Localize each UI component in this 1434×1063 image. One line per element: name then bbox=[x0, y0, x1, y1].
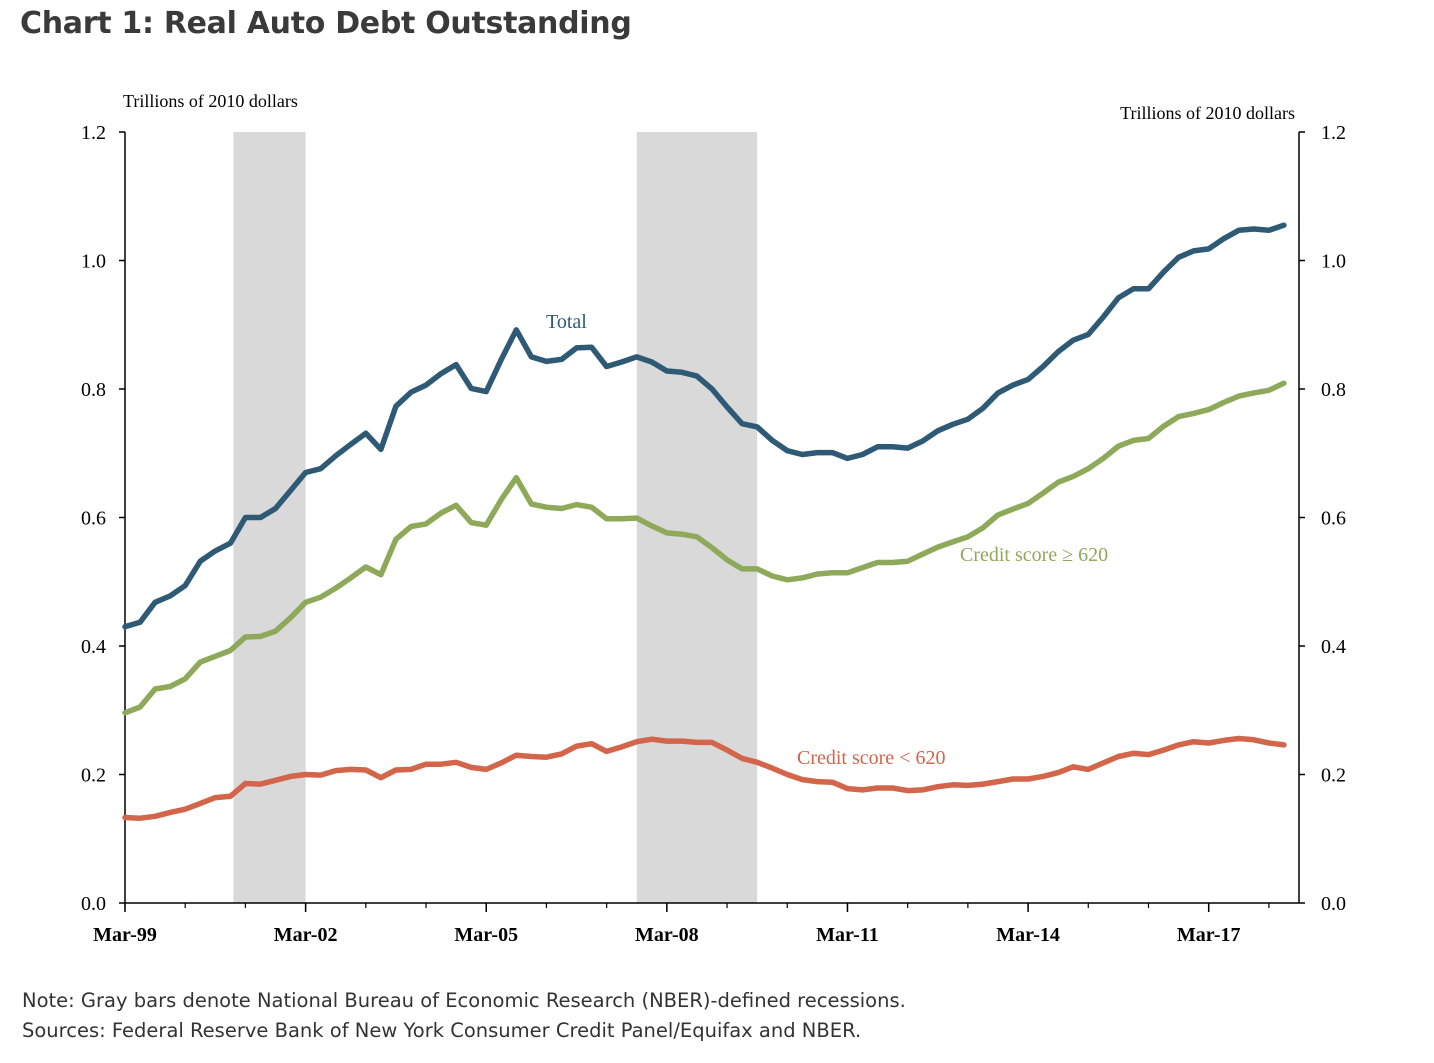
chart: 0.0 0.0 0.2 0.2 0.4 0.4 0.6 0.6 0.8 0.8 1.0 1.0 1.2 1… bbox=[81, 91, 1346, 946]
right-y-tick-label: 1.2 bbox=[1321, 122, 1346, 144]
left-y-tick-label: 0.8 bbox=[81, 379, 106, 401]
series-line-prime bbox=[122, 380, 1287, 716]
left-y-tick-label: 0.2 bbox=[81, 765, 106, 787]
left-y-tick-label: 1.2 bbox=[81, 122, 106, 144]
right-y-tick-label: 0.0 bbox=[1321, 893, 1346, 915]
chart-title: Chart 1: Real Auto Debt Outstanding bbox=[20, 6, 632, 41]
series-lines bbox=[122, 222, 1287, 821]
left-y-tick-label: 1.0 bbox=[81, 251, 106, 273]
right-axis-label: Trillions of 2010 dollars bbox=[1120, 103, 1295, 123]
right-y-tick-label: 0.6 bbox=[1321, 508, 1346, 530]
recession-bar-2 bbox=[636, 132, 758, 903]
right-y-tick-label: 1.0 bbox=[1321, 251, 1346, 273]
series-labels: Total Credit score ≥ 620 Credit score < … bbox=[546, 311, 1108, 769]
series-line-subprime bbox=[122, 735, 1287, 821]
footnote-note: Note: Gray bars denote National Bureau o… bbox=[22, 989, 906, 1012]
right-y-tick-label: 0.2 bbox=[1321, 765, 1346, 787]
left-axis-label: Trillions of 2010 dollars bbox=[123, 91, 298, 111]
x-tick-label: Mar-02 bbox=[274, 924, 338, 946]
right-y-tick-label: 0.4 bbox=[1321, 636, 1346, 658]
left-y-tick-label: 0.4 bbox=[81, 636, 106, 658]
right-y-tick-label: 0.8 bbox=[1321, 379, 1346, 401]
label-subprime: Credit score < 620 bbox=[797, 747, 945, 769]
x-tick-label: Mar-99 bbox=[93, 924, 157, 946]
x-tick-label: Mar-05 bbox=[454, 924, 518, 946]
axes: 0.0 0.0 0.2 0.2 0.4 0.4 0.6 0.6 0.8 0.8 1.0 1.0 1.2 1… bbox=[81, 122, 1346, 946]
x-tick-label: Mar-17 bbox=[1177, 924, 1241, 946]
series-line-total bbox=[122, 222, 1287, 630]
label-total: Total bbox=[546, 311, 587, 333]
left-y-tick-label: 0.6 bbox=[81, 508, 106, 530]
x-tick-label: Mar-14 bbox=[996, 924, 1060, 946]
recession-bars bbox=[233, 132, 758, 903]
left-y-tick-label: 0.0 bbox=[81, 893, 106, 915]
x-tick-label: Mar-08 bbox=[635, 924, 699, 946]
footnote-sources: Sources: Federal Reserve Bank of New Yor… bbox=[22, 1019, 862, 1042]
label-prime: Credit score ≥ 620 bbox=[960, 544, 1108, 566]
x-tick-label: Mar-11 bbox=[816, 924, 879, 946]
